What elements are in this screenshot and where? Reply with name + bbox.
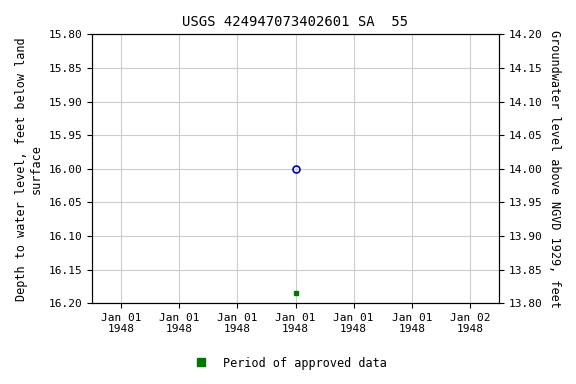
Y-axis label: Depth to water level, feet below land
surface: Depth to water level, feet below land su… bbox=[15, 37, 43, 301]
Legend: Period of approved data: Period of approved data bbox=[185, 352, 391, 374]
Title: USGS 424947073402601 SA  55: USGS 424947073402601 SA 55 bbox=[183, 15, 408, 29]
Y-axis label: Groundwater level above NGVD 1929, feet: Groundwater level above NGVD 1929, feet bbox=[548, 30, 561, 308]
